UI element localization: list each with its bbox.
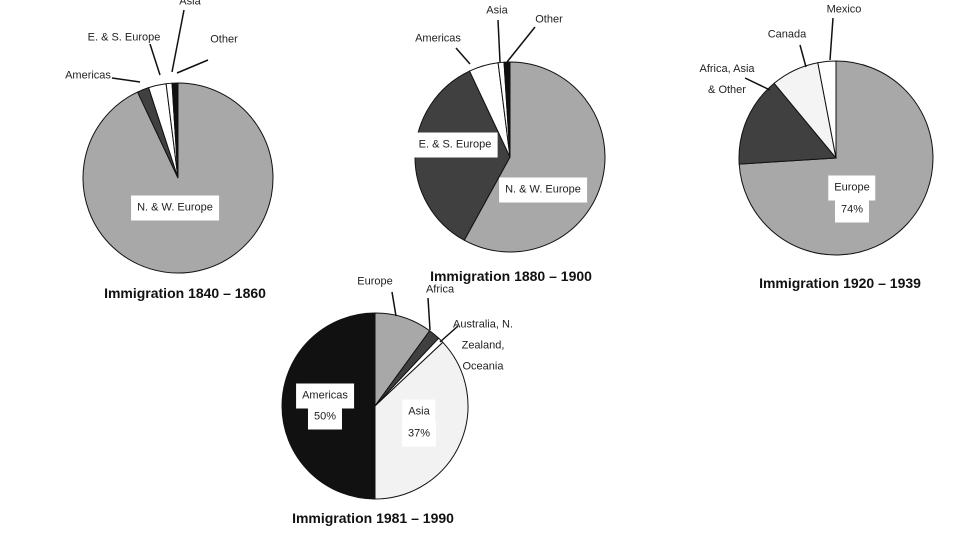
- slice-label: Australia, N. Zealand, Oceania: [453, 318, 513, 373]
- leader-line: [455, 47, 471, 65]
- chart-title: Immigration 1880 – 1900: [430, 268, 592, 284]
- value-label: 37%: [401, 421, 437, 447]
- leader-line: [149, 43, 161, 76]
- slice-label: Americas: [415, 32, 461, 45]
- pie-slice: [738, 82, 838, 165]
- slice-label: Europe: [828, 175, 876, 201]
- leader-line: [497, 19, 501, 63]
- leader-line: [171, 9, 185, 73]
- value-label: 74%: [834, 197, 870, 223]
- slice-label: E. & S. Europe: [412, 132, 498, 158]
- slice-label: Africa: [425, 283, 455, 296]
- value-label: 50%: [307, 404, 343, 430]
- pie-slice: [463, 61, 606, 253]
- leader-line: [176, 59, 209, 74]
- slice-label: Asia: [179, 0, 201, 8]
- slice-label: Africa, Asia & Other: [699, 63, 755, 96]
- leader-line: [391, 291, 397, 317]
- leader-line: [427, 297, 431, 331]
- pie-slice: [817, 60, 837, 159]
- chart-title: Immigration 1840 – 1860: [104, 285, 266, 301]
- slice-label: Europe: [357, 275, 393, 288]
- leader-line: [799, 44, 807, 68]
- slice-label: N. & W. Europe: [131, 195, 219, 221]
- leader-line: [744, 77, 771, 91]
- slice-label: N. & W. Europe: [499, 177, 587, 203]
- leader-line: [506, 26, 536, 63]
- slice-label: Other: [210, 33, 238, 46]
- slice-label: E. & S. Europe: [87, 31, 161, 44]
- leader-line: [439, 325, 459, 343]
- leader-line: [829, 17, 834, 61]
- slice-label: Asia: [486, 4, 508, 17]
- chart-title: Immigration 1920 – 1939: [759, 275, 921, 291]
- slice-label: Mexico: [826, 3, 862, 16]
- pie-slice: [503, 61, 511, 158]
- slice-label: Americas: [296, 383, 354, 409]
- slice-label: Americas: [65, 69, 111, 82]
- chart-title: Immigration 1981 – 1990: [292, 510, 454, 526]
- leader-line: [111, 77, 141, 83]
- slice-label: Asia: [402, 399, 436, 425]
- pie-slice: [171, 82, 179, 179]
- slice-label: Canada: [767, 28, 807, 41]
- slice-label: Other: [535, 13, 563, 26]
